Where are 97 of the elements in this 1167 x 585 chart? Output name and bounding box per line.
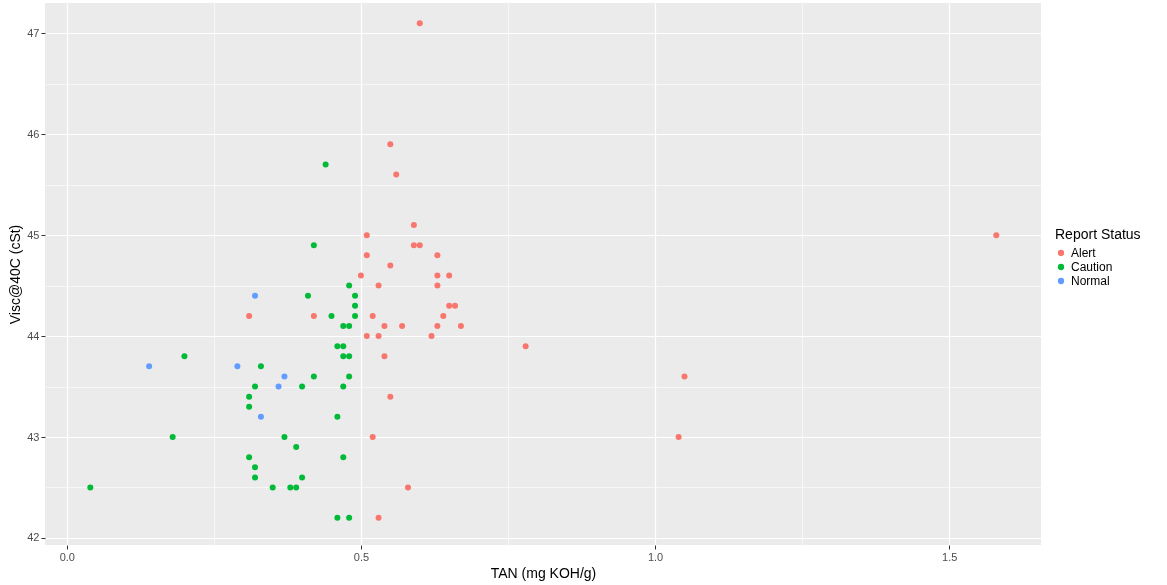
point (334, 343, 341, 350)
point (293, 484, 300, 491)
point (87, 484, 94, 491)
point (393, 171, 400, 178)
point (340, 322, 347, 329)
legend-label: Alert (1071, 246, 1097, 260)
point (410, 222, 417, 229)
point (310, 312, 317, 319)
point (387, 262, 394, 269)
y-tick-label: 44 (27, 329, 40, 342)
point (287, 484, 294, 491)
y-tick-label: 45 (27, 228, 40, 241)
point (446, 302, 453, 309)
point (281, 434, 288, 440)
point (434, 272, 441, 279)
point (299, 383, 306, 390)
point (399, 322, 406, 329)
point (375, 282, 382, 289)
x-axis-title: TAN (mg KOH/g) (490, 564, 597, 581)
point (446, 272, 453, 279)
x-tick-label: 0.5 (353, 550, 370, 563)
point (369, 434, 376, 440)
point (246, 312, 253, 319)
point (246, 454, 253, 461)
point (246, 403, 253, 410)
point (146, 363, 153, 370)
point (334, 514, 341, 521)
point (346, 282, 353, 289)
point (252, 464, 259, 471)
point (369, 312, 376, 319)
x-tick-label: 1.0 (647, 550, 664, 563)
y-tick-label: 47 (27, 26, 40, 39)
point (428, 333, 435, 340)
point (304, 292, 311, 299)
point (352, 302, 359, 309)
x-tick-label: 1.5 (942, 550, 958, 563)
y-tick-label: 46 (27, 127, 40, 140)
point (281, 373, 288, 380)
point (340, 454, 347, 461)
point (375, 514, 382, 521)
point (387, 393, 394, 400)
point (434, 252, 441, 259)
point (340, 383, 347, 390)
point (457, 322, 464, 329)
point (269, 484, 276, 491)
point (416, 242, 423, 249)
point (381, 322, 388, 329)
point (440, 312, 447, 319)
point (375, 333, 382, 340)
point (363, 232, 370, 239)
point (434, 322, 441, 329)
point (522, 343, 529, 350)
point (357, 272, 364, 279)
point (352, 312, 359, 319)
point (675, 434, 682, 440)
point (404, 484, 411, 491)
point (352, 292, 359, 299)
point (387, 141, 394, 148)
point (252, 474, 259, 481)
point (340, 343, 347, 350)
y-tick-label: 43 (27, 430, 40, 443)
legend-label: Normal (1071, 274, 1110, 288)
point (346, 322, 353, 329)
point (363, 333, 370, 340)
point (310, 373, 317, 380)
point (434, 282, 441, 289)
legend-title: Report Status (1055, 226, 1141, 242)
point (328, 312, 335, 319)
point (363, 252, 370, 259)
x-tick-label: 0.0 (59, 550, 75, 563)
point (334, 413, 341, 420)
legend-label: Caution (1071, 260, 1113, 274)
point (257, 413, 264, 420)
point (416, 20, 423, 27)
y-tick-label: 42 (27, 531, 40, 544)
y-axis-title: Visc@40C (cSt) (7, 224, 24, 325)
point (346, 514, 353, 521)
point (993, 232, 1000, 239)
point (310, 242, 317, 249)
point (181, 353, 188, 360)
point (246, 393, 253, 400)
point (252, 292, 259, 299)
point (257, 363, 264, 370)
point (252, 383, 259, 390)
point (681, 373, 688, 380)
point (275, 383, 282, 390)
point (410, 242, 417, 249)
point (169, 434, 176, 440)
point (322, 161, 329, 168)
point (293, 444, 300, 451)
point (346, 373, 353, 380)
point (340, 353, 347, 360)
point (452, 302, 459, 309)
point (346, 353, 353, 360)
point (234, 363, 241, 370)
point (381, 353, 388, 360)
point (299, 474, 306, 481)
